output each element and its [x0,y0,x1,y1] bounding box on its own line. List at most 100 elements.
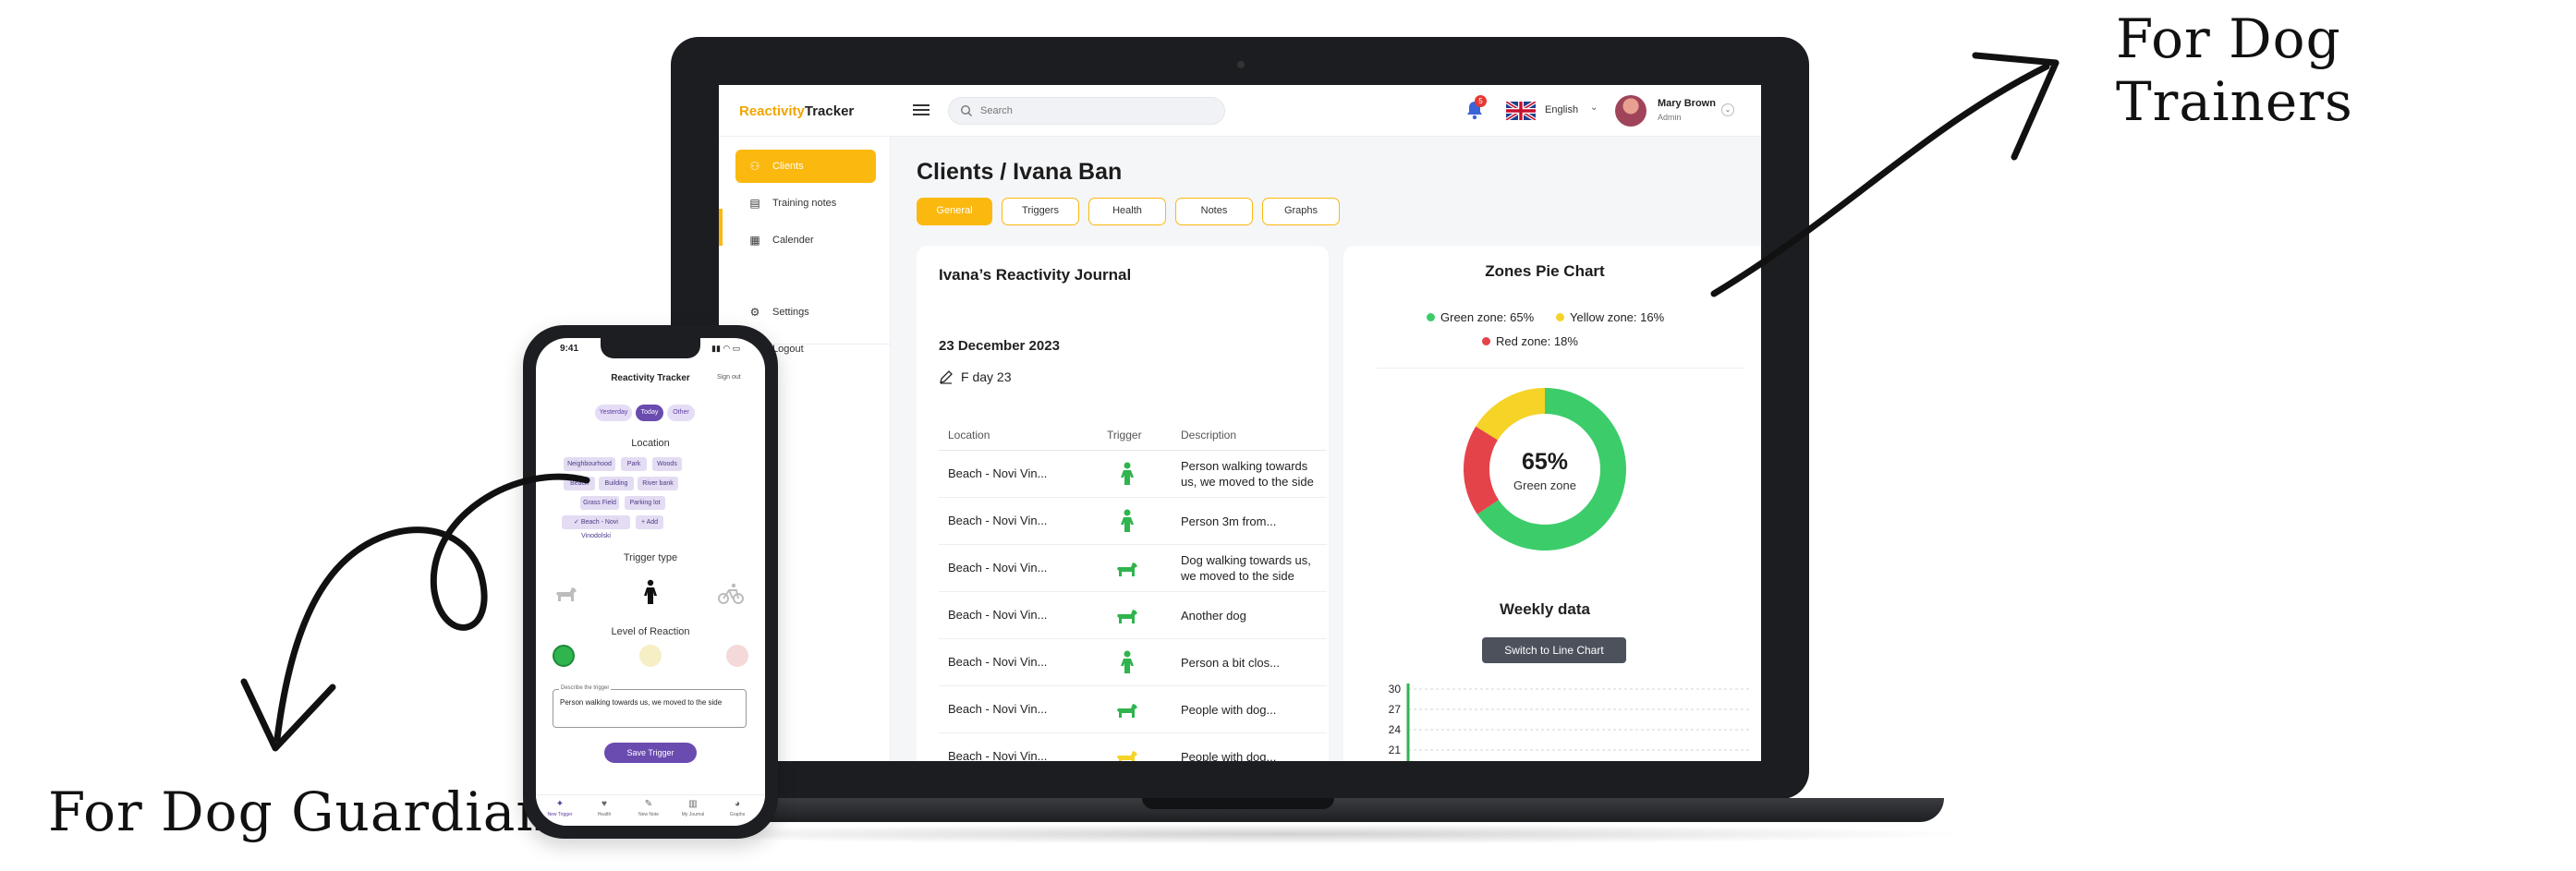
pie-slice-green-zone[interactable] [1476,388,1626,550]
selected-location-chip[interactable]: ✓ Beach - Novi Vinodolski [562,515,630,539]
phone-title: Reactivity Tracker [611,373,690,383]
yellow-dot-icon [1556,313,1564,321]
uk-flag-icon[interactable] [1506,102,1536,120]
search-bar[interactable] [948,97,1225,125]
avatar[interactable] [1615,95,1646,127]
table-row[interactable]: Beach - Novi Vin... Another dog [939,592,1327,639]
pie-chart-icon: ◕ [734,799,741,809]
donut-center-value: 65% [1521,449,1569,475]
laptop-shadow [591,824,1977,844]
table-row[interactable]: Beach - Novi Vin... Person 3m from... [939,498,1327,545]
language-label[interactable]: English [1545,104,1579,115]
sidebar-item-clients[interactable]: ⚇ Clients [735,150,876,183]
reaction-green-button[interactable] [553,645,575,667]
person-icon [1121,509,1134,532]
y-tick-label: 27 [1389,703,1402,716]
tab-graphs[interactable]: Graphs [1262,198,1340,225]
location-chip[interactable]: Park [621,457,647,471]
describe-trigger-value: Person walking towards us, we moved to t… [560,698,723,707]
table-row[interactable]: Beach - Novi Vin... Person a bit clos... [939,639,1327,686]
sidebar-item-training-notes[interactable]: ▤ Training notes [735,187,876,220]
sidebar-item-settings[interactable]: ⚙ Settings [735,296,876,329]
table-row[interactable]: Beach - Novi Vin... People with dog... [939,733,1327,761]
journal-title: Ivana’s Reactivity Journal [939,266,1132,284]
sign-out-link[interactable]: Sign out [717,374,741,381]
add-location-chip[interactable]: + Add [636,515,663,529]
dog-icon [1117,563,1137,576]
legend-yellow: Yellow zone: 16% [1556,310,1664,324]
legend-red: Red zone: 18% [1482,334,1578,348]
brand-logo[interactable]: ReactivityTracker [739,103,854,119]
table-row[interactable]: Beach - Novi Vin... Person walking toward… [939,451,1327,498]
pie-title: Zones Pie Chart [1485,262,1605,280]
table-row[interactable]: Beach - Novi Vin... People with dog... [939,686,1327,733]
tab-general[interactable]: General [917,198,992,225]
location-chip[interactable]: River bank [638,477,678,490]
day-pill-today[interactable]: Today [636,405,663,421]
menu-icon[interactable] [913,102,930,116]
phone-tab-new-trigger[interactable]: ✦ New Trigger [541,799,578,817]
red-dot-icon [1482,337,1490,345]
bicycle-icon[interactable] [717,580,745,608]
switch-to-line-chart-button[interactable]: Switch to Line Chart [1482,637,1626,663]
phone-tab-new-note[interactable]: ✎ New Note [630,799,667,817]
column-description: Description [1181,429,1237,442]
sidebar-divider [719,344,891,345]
y-tick-label: 30 [1389,683,1402,696]
column-location: Location [948,429,990,442]
paw-icon: ✦ [555,799,565,809]
describe-trigger-field[interactable]: Describe the trigger Person walking towa… [553,685,747,728]
pencil-icon: ✎ [644,799,653,809]
tab-triggers[interactable]: Triggers [1002,198,1079,225]
arrow-to-guardians-head [240,678,336,752]
cell-location: Beach - Novi Vin... [948,749,1048,761]
chevron-down-icon[interactable]: ⌄ [1590,103,1598,113]
day-pill-yesterday[interactable]: Yesterday [595,405,632,421]
search-icon [960,104,972,116]
green-dot-icon [1427,313,1435,321]
phone-tab-health[interactable]: ♥ Health [586,799,623,817]
journal-day: F day 23 [961,369,1012,384]
users-icon: ⚇ [749,160,760,173]
phone-tab-graphs[interactable]: ◕ Graphs [719,799,756,817]
person-icon[interactable] [637,578,664,606]
day-pill-other[interactable]: Other [667,405,695,421]
table-header: Location Trigger Description [939,419,1327,451]
cell-description: Person a bit clos... [1181,656,1280,670]
person-icon [1121,462,1134,485]
location-chip[interactable]: Building [599,477,634,490]
reaction-yellow-button[interactable] [639,645,662,667]
sidebar-item-label: Settings [772,307,809,318]
pie-slice-yellow-zone[interactable] [1476,388,1545,441]
phone-time: 9:41 [560,344,579,354]
active-indicator [719,209,723,246]
user-menu-chevron-icon[interactable]: ⌄ [1721,103,1734,116]
laptop-camera [1237,61,1245,68]
location-chip[interactable]: Parking lot [625,496,665,510]
zones-pie-card: Zones Pie Chart Green zone: 65% Yellow z… [1343,246,1761,761]
save-trigger-button[interactable]: Save Trigger [604,743,697,763]
pencil-icon[interactable] [939,369,954,384]
location-chip[interactable]: Beach [564,477,595,490]
phone-tab-label: New Trigger [547,812,573,817]
journal-date: 23 December 2023 [939,338,1060,354]
tab-health[interactable]: Health [1088,198,1166,225]
heart-icon: ♥ [601,799,607,809]
location-chip[interactable]: Grass Field [580,496,619,510]
location-chip[interactable]: Neighbourhood [564,457,615,471]
search-input[interactable] [980,103,1211,119]
phone-tab-my-journal[interactable]: ▥ My Journal [674,799,711,817]
cell-location: Beach - Novi Vin... [948,702,1048,716]
cell-description: People with dog... [1181,703,1277,717]
dog-icon[interactable] [553,580,580,608]
reaction-red-button[interactable] [726,645,748,667]
table-row[interactable]: Beach - Novi Vin... Dog walking towards u… [939,545,1327,592]
location-chip[interactable]: Woods [652,457,682,471]
pie-slice-red-zone[interactable] [1464,426,1500,514]
sidebar-item-calender[interactable]: ▦ Calender [735,224,876,257]
weekly-bar-chart: 3027242118 [1389,683,1750,761]
y-tick-label: 24 [1389,723,1402,736]
tab-notes[interactable]: Notes [1175,198,1253,225]
sidebar-item-label: Training notes [772,198,837,209]
phone-tab-label: Health [597,812,612,817]
